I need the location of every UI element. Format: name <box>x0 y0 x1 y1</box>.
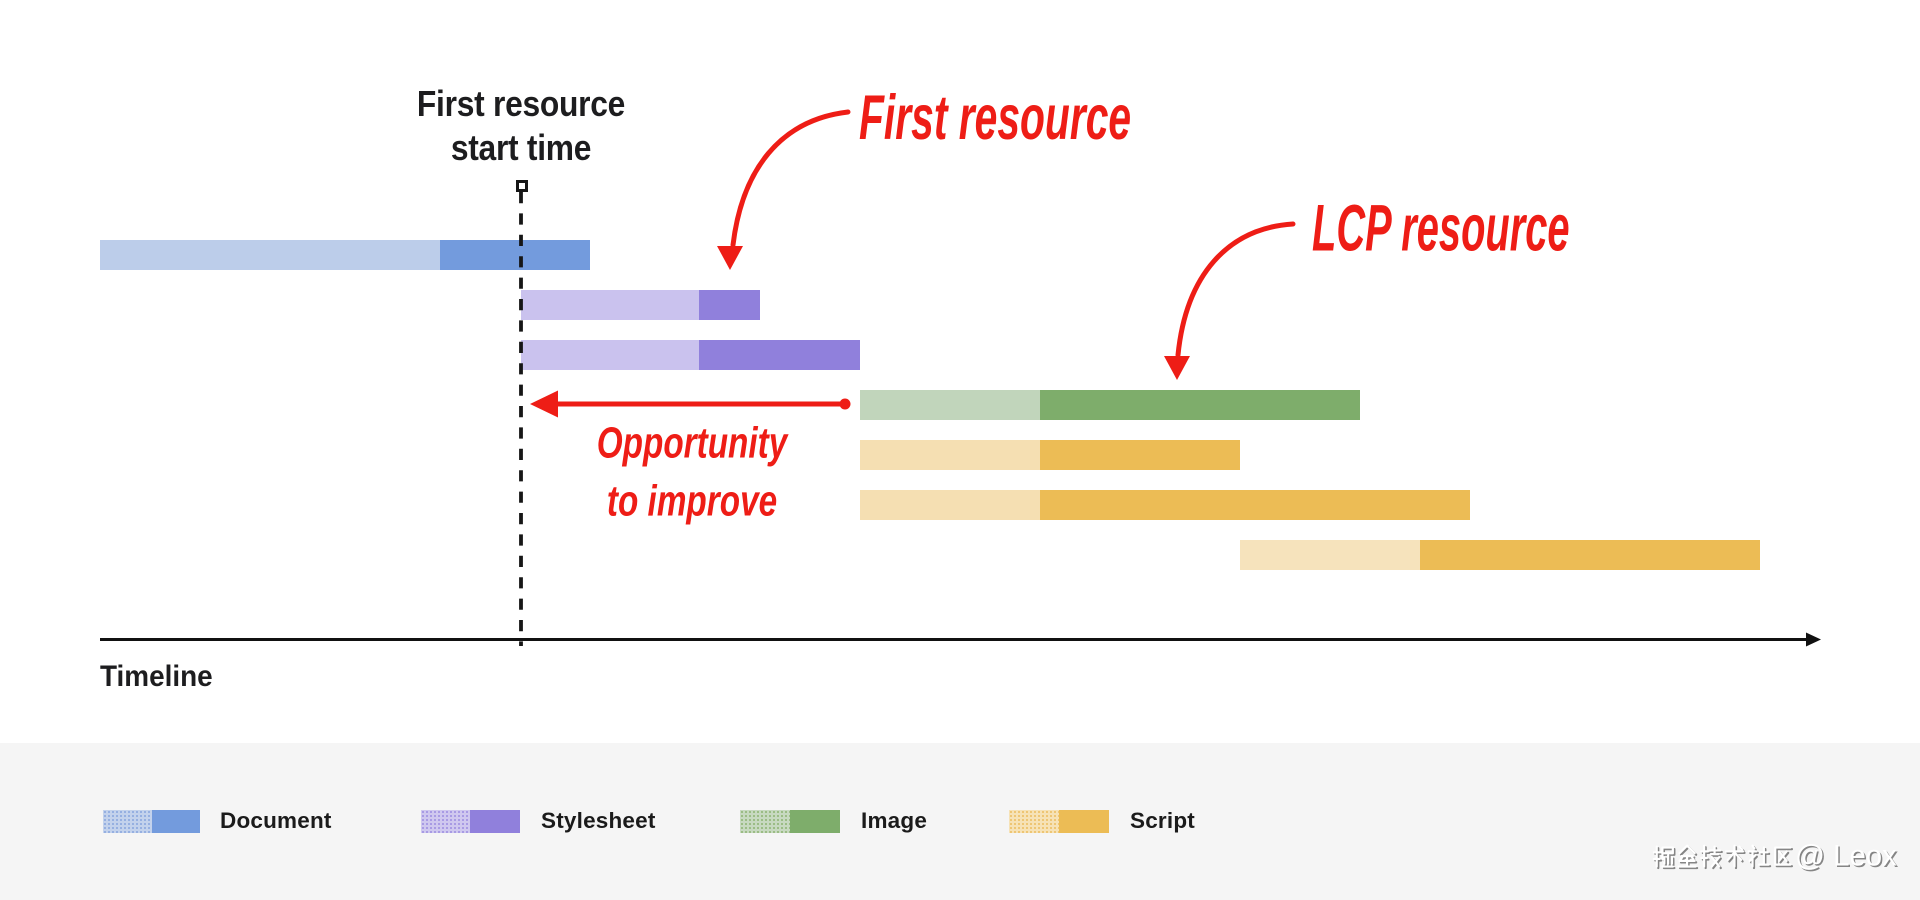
svg-text:@ Leox: @ Leox <box>1797 841 1899 874</box>
svg-text:@ Leox: @ Leox <box>1795 840 1897 873</box>
